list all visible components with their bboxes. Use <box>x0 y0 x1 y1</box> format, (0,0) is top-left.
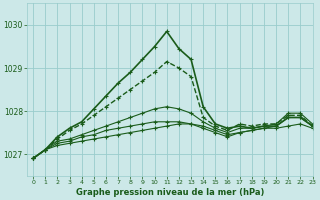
X-axis label: Graphe pression niveau de la mer (hPa): Graphe pression niveau de la mer (hPa) <box>76 188 264 197</box>
